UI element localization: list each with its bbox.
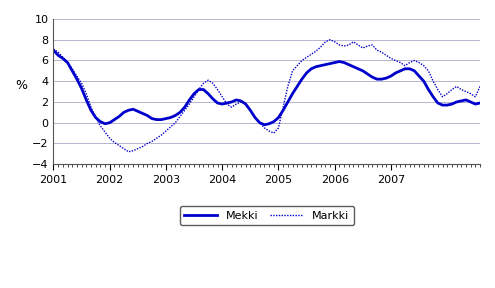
Markki [393, 59, 398, 62]
Markki [50, 47, 56, 51]
Mekki [393, 71, 398, 75]
Markki [402, 64, 408, 67]
Mekki [261, 123, 267, 126]
Y-axis label: %: % [15, 79, 27, 92]
Mekki [477, 101, 483, 105]
Mekki [308, 67, 314, 71]
Line: Mekki: Mekki [53, 50, 480, 125]
Mekki [411, 69, 417, 73]
Markki [374, 48, 380, 52]
Line: Markki: Markki [53, 40, 480, 152]
Mekki [397, 69, 403, 73]
Mekki [369, 75, 375, 79]
Legend: Mekki, Markki: Mekki, Markki [180, 206, 354, 225]
Markki [308, 52, 314, 56]
Mekki [50, 48, 56, 52]
Markki [327, 38, 333, 41]
Mekki [388, 74, 394, 78]
Markki [477, 85, 483, 88]
Markki [397, 61, 403, 64]
Markki [126, 150, 132, 154]
Markki [416, 61, 422, 64]
